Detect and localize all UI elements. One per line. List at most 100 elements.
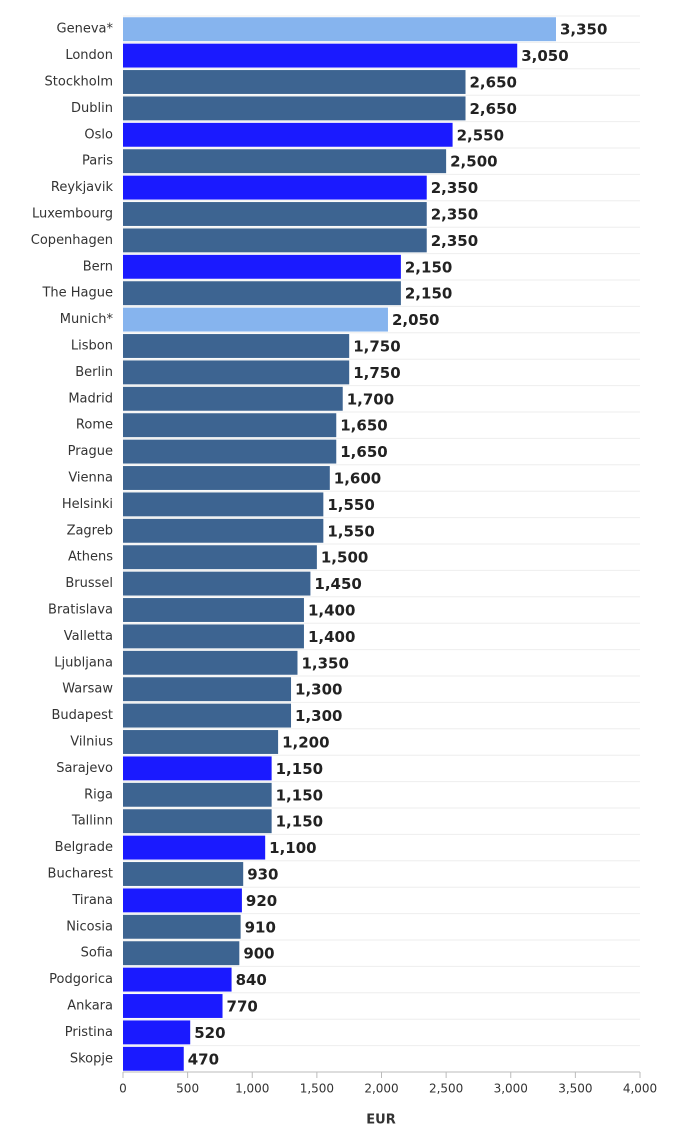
bar [123, 518, 324, 543]
y-tick-label: Lisbon [71, 339, 113, 354]
value-label: 1,650 [340, 443, 387, 461]
value-label: 1,150 [276, 813, 323, 831]
y-tick-label: London [65, 48, 113, 63]
value-label: 3,050 [521, 47, 568, 65]
value-label: 1,300 [295, 681, 342, 699]
value-label: 2,550 [457, 126, 504, 144]
value-label: 1,550 [327, 522, 374, 540]
value-label: 2,350 [431, 179, 478, 197]
y-tick-label: Vilnius [70, 735, 113, 750]
value-label: 2,500 [450, 153, 497, 171]
value-label: 1,100 [269, 839, 316, 857]
value-label: 770 [227, 998, 258, 1016]
bar [123, 466, 330, 490]
y-tick-label: Berlin [75, 365, 113, 380]
bar [123, 254, 401, 279]
value-label: 2,650 [470, 74, 517, 92]
value-label: 1,400 [308, 602, 355, 620]
bar [123, 1046, 184, 1071]
y-tick-label: Paris [82, 154, 113, 169]
x-tick-label: 0 [119, 1082, 127, 1096]
y-tick-label: Rome [76, 418, 113, 433]
x-tick-label: 2,500 [429, 1082, 463, 1096]
value-label: 1,650 [340, 417, 387, 435]
bar [123, 202, 427, 226]
bar [123, 650, 298, 675]
y-tick-label: Luxembourg [32, 207, 113, 222]
x-tick-label: 4,000 [623, 1082, 657, 1096]
bar [123, 967, 232, 992]
bar [123, 360, 350, 385]
value-label: 900 [243, 945, 274, 963]
y-tick-label: Valletta [64, 629, 113, 644]
bar [123, 492, 324, 517]
y-tick-label: Madrid [68, 391, 113, 406]
y-tick-label: Warsaw [62, 682, 113, 697]
y-tick-label: The Hague [41, 286, 113, 301]
value-label: 520 [194, 1024, 225, 1042]
y-tick-label: Reykjavik [51, 180, 114, 195]
value-label: 470 [188, 1050, 219, 1068]
y-tick-label: Budapest [52, 708, 114, 723]
bar [123, 862, 244, 886]
y-tick-label: Prague [68, 444, 113, 459]
bar [123, 835, 266, 860]
value-label: 1,750 [353, 338, 400, 356]
value-label: 1,750 [353, 364, 400, 382]
y-tick-label: Zagreb [67, 523, 113, 538]
bar [123, 888, 242, 913]
y-tick-label: Belgrade [55, 840, 113, 855]
bar [123, 1020, 191, 1045]
bar [123, 994, 223, 1018]
bar [123, 281, 401, 306]
y-tick-label: Podgorica [49, 972, 113, 987]
y-tick-label: Sarajevo [56, 761, 113, 776]
x-tick-label: 3,500 [558, 1082, 592, 1096]
value-label: 2,650 [470, 100, 517, 118]
value-label: 2,150 [405, 258, 452, 276]
y-tick-label: Bern [83, 259, 113, 274]
value-label: 920 [246, 892, 277, 910]
y-tick-label: Ankara [67, 999, 113, 1014]
bar [123, 598, 304, 622]
value-label: 1,200 [282, 734, 329, 752]
bar [123, 122, 453, 147]
y-tick-label: Tallinn [71, 814, 113, 829]
value-label: 1,450 [314, 575, 361, 593]
bar [123, 756, 272, 781]
y-tick-label: Geneva* [57, 22, 114, 37]
value-label: 3,350 [560, 21, 607, 39]
y-tick-label: Ljubljana [54, 655, 113, 670]
bar [123, 571, 311, 596]
value-label: 1,600 [334, 470, 381, 488]
y-tick-label: Bratislava [48, 603, 113, 618]
y-tick-label: Bucharest [48, 867, 113, 882]
bar [123, 17, 556, 42]
y-tick-label: Oslo [84, 127, 113, 142]
value-label: 1,400 [308, 628, 355, 646]
x-tick-label: 500 [176, 1082, 199, 1096]
y-tick-label: Athens [68, 550, 113, 565]
value-label: 1,700 [347, 390, 394, 408]
bar [123, 149, 447, 174]
y-tick-label: Nicosia [66, 919, 113, 934]
y-tick-label: Helsinki [62, 497, 113, 512]
x-tick-label: 1,500 [300, 1082, 334, 1096]
bar [123, 809, 272, 834]
bar [123, 228, 427, 253]
bar [123, 43, 518, 68]
y-tick-label: Brussel [65, 576, 113, 591]
y-tick-label: Tirana [71, 893, 113, 908]
bar [123, 386, 343, 411]
y-tick-label: Pristina [65, 1025, 113, 1040]
bar [123, 96, 466, 121]
x-tick-label: 3,000 [494, 1082, 528, 1096]
bar [123, 624, 304, 649]
bar [123, 730, 279, 754]
bar [123, 677, 292, 702]
bar [123, 703, 292, 728]
value-label: 2,150 [405, 285, 452, 303]
value-label: 1,300 [295, 707, 342, 725]
